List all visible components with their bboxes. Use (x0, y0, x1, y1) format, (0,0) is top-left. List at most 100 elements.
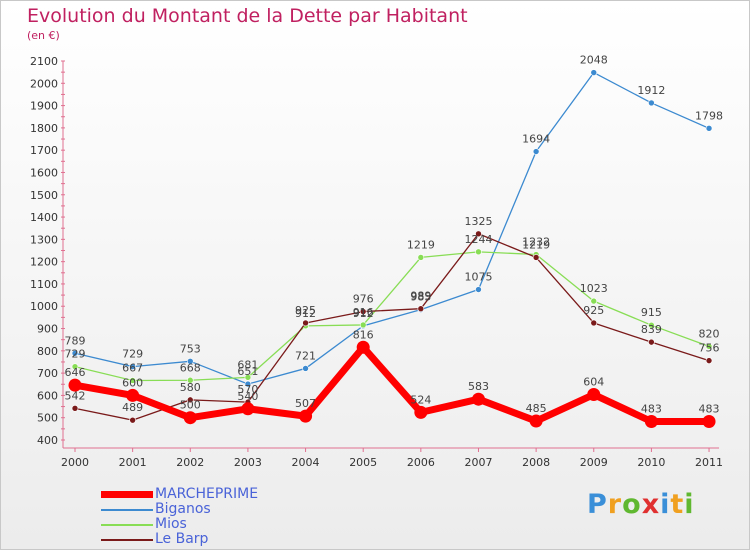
data-label: 2048 (580, 54, 608, 67)
data-label: 667 (122, 361, 143, 374)
data-label: 489 (122, 401, 143, 414)
data-point (414, 405, 428, 419)
data-point (129, 363, 136, 370)
data-point (186, 376, 194, 384)
y-tick-label: 1700 (30, 144, 58, 157)
data-point (126, 388, 140, 402)
data-point (529, 414, 543, 428)
data-label: 485 (526, 402, 547, 415)
x-tick-label: 2000 (61, 456, 89, 469)
data-label: 753 (180, 342, 201, 355)
data-point (705, 357, 713, 364)
data-label: 646 (65, 366, 86, 379)
data-label: 542 (65, 389, 86, 402)
data-point (475, 230, 482, 238)
data-point (705, 125, 713, 132)
data-label: 668 (180, 361, 201, 374)
series-line-biganos (74, 71, 710, 385)
data-point (359, 321, 367, 329)
logo-letter: i (684, 489, 695, 520)
logo-letter: o (622, 489, 642, 520)
data-label: 1694 (522, 133, 550, 146)
data-label: 912 (295, 307, 316, 320)
series-line-mios (74, 251, 710, 382)
chart-subtitle: (en €) (27, 29, 60, 42)
data-point (186, 396, 194, 404)
data-point (183, 411, 197, 425)
legend-label: Le Barp (155, 531, 209, 547)
y-tick-label: 600 (37, 389, 58, 402)
data-point (590, 319, 598, 327)
x-tick-label: 2007 (464, 456, 492, 469)
logo-letter: P (587, 489, 608, 520)
data-label: 1798 (695, 109, 723, 122)
y-tick-label: 500 (37, 412, 58, 425)
legend-item: MARCHEPRIME (101, 487, 258, 502)
y-tick-label: 800 (37, 345, 58, 358)
x-tick-label: 2002 (176, 456, 204, 469)
data-label: 1219 (522, 238, 550, 251)
data-point (129, 377, 136, 384)
data-point (648, 99, 655, 107)
data-label: 500 (180, 399, 201, 412)
data-point (302, 365, 309, 372)
data-label: 925 (583, 304, 604, 317)
y-tick-label: 900 (37, 323, 58, 336)
data-point (241, 402, 255, 416)
x-tick-label: 2009 (580, 456, 608, 469)
data-label: 925 (295, 304, 316, 317)
data-point (244, 374, 252, 381)
logo-letter: t (670, 489, 685, 520)
logo-letter: i (660, 489, 671, 520)
data-label: 580 (180, 381, 201, 394)
y-tick-label: 1100 (30, 278, 58, 291)
data-point (705, 343, 713, 350)
chart-title: Evolution du Montant de la Dette par Hab… (27, 5, 468, 27)
data-point (356, 340, 370, 354)
x-tick-label: 2010 (637, 456, 665, 469)
data-label: 681 (237, 358, 258, 371)
legend-swatch (101, 508, 153, 511)
data-label: 1912 (637, 84, 665, 97)
data-point (532, 254, 540, 261)
data-label: 789 (65, 334, 86, 347)
data-point (359, 308, 367, 315)
data-point (475, 248, 482, 256)
proxiti-logo: Proxiti (587, 489, 695, 520)
data-point (644, 414, 658, 428)
data-label: 721 (295, 349, 316, 362)
legend-item: Le Barp (101, 532, 258, 547)
data-label: 507 (295, 397, 316, 410)
legend-item: Biganos (101, 502, 258, 517)
y-tick-label: 700 (37, 367, 58, 380)
data-point (417, 254, 425, 261)
data-point (590, 297, 598, 305)
legend-label: MARCHEPRIME (155, 486, 259, 502)
logo-letter: r (607, 489, 623, 520)
series-line-marcheprime (74, 343, 710, 425)
data-label: 729 (122, 348, 143, 361)
data-label: 915 (641, 306, 662, 319)
data-label: 483 (641, 402, 662, 415)
data-label: 1232 (522, 236, 550, 249)
data-label: 989 (410, 290, 431, 303)
data-label: 816 (353, 328, 374, 341)
x-tick-label: 2003 (234, 456, 262, 469)
x-tick-label: 2004 (292, 456, 320, 469)
legend-item: Mios (101, 517, 258, 532)
logo-letter: x (641, 489, 661, 520)
y-tick-label: 1300 (30, 233, 58, 246)
data-label: 976 (353, 293, 374, 306)
data-point (702, 414, 716, 428)
y-tick-label: 1200 (30, 256, 58, 269)
data-point (648, 338, 655, 346)
data-label: 651 (237, 365, 258, 378)
data-point (299, 409, 313, 423)
x-tick-label: 2006 (407, 456, 435, 469)
data-label: 985 (410, 291, 431, 304)
series-line-le-barp (74, 233, 710, 421)
x-tick-label: 2005 (349, 456, 377, 469)
data-label: 483 (699, 402, 720, 415)
data-label: 1244 (464, 233, 492, 246)
